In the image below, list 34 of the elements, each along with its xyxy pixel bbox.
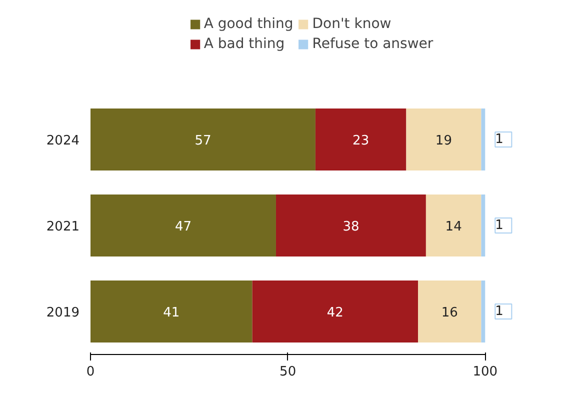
data-label: 42 [326,306,344,320]
y-tick-label: 2021 [46,220,80,234]
bar [276,194,426,256]
bar [406,108,482,170]
data-label: 47 [174,220,192,234]
x-tick-label: 50 [280,364,296,380]
bar [90,280,252,342]
data-label: 1 [495,218,504,233]
legend-label: Refuse to answer [312,36,434,52]
data-label: 19 [435,134,452,148]
data-label: 1 [495,304,504,319]
x-tick-label: 0 [86,364,95,380]
bar [252,280,418,342]
y-tick-label: 2024 [46,134,80,148]
data-label: 57 [194,134,212,148]
bar [426,194,482,256]
legend-label: A bad thing [204,36,285,52]
data-label: 23 [352,134,370,148]
data-label: 16 [441,306,458,320]
data-label: 41 [163,306,180,320]
bar [481,194,486,256]
data-label: 14 [445,220,462,234]
y-tick-label: 2019 [46,306,80,320]
legend-label: Don't know [312,16,392,32]
bar [481,108,486,170]
data-label: 1 [495,132,504,147]
bar [481,280,486,342]
legend-label: A good thing [204,16,294,32]
data-label: 38 [342,220,360,234]
bar [418,280,482,342]
bar [90,194,276,256]
bar [90,108,316,170]
x-tick-label: 100 [472,364,498,380]
bar [315,108,406,170]
